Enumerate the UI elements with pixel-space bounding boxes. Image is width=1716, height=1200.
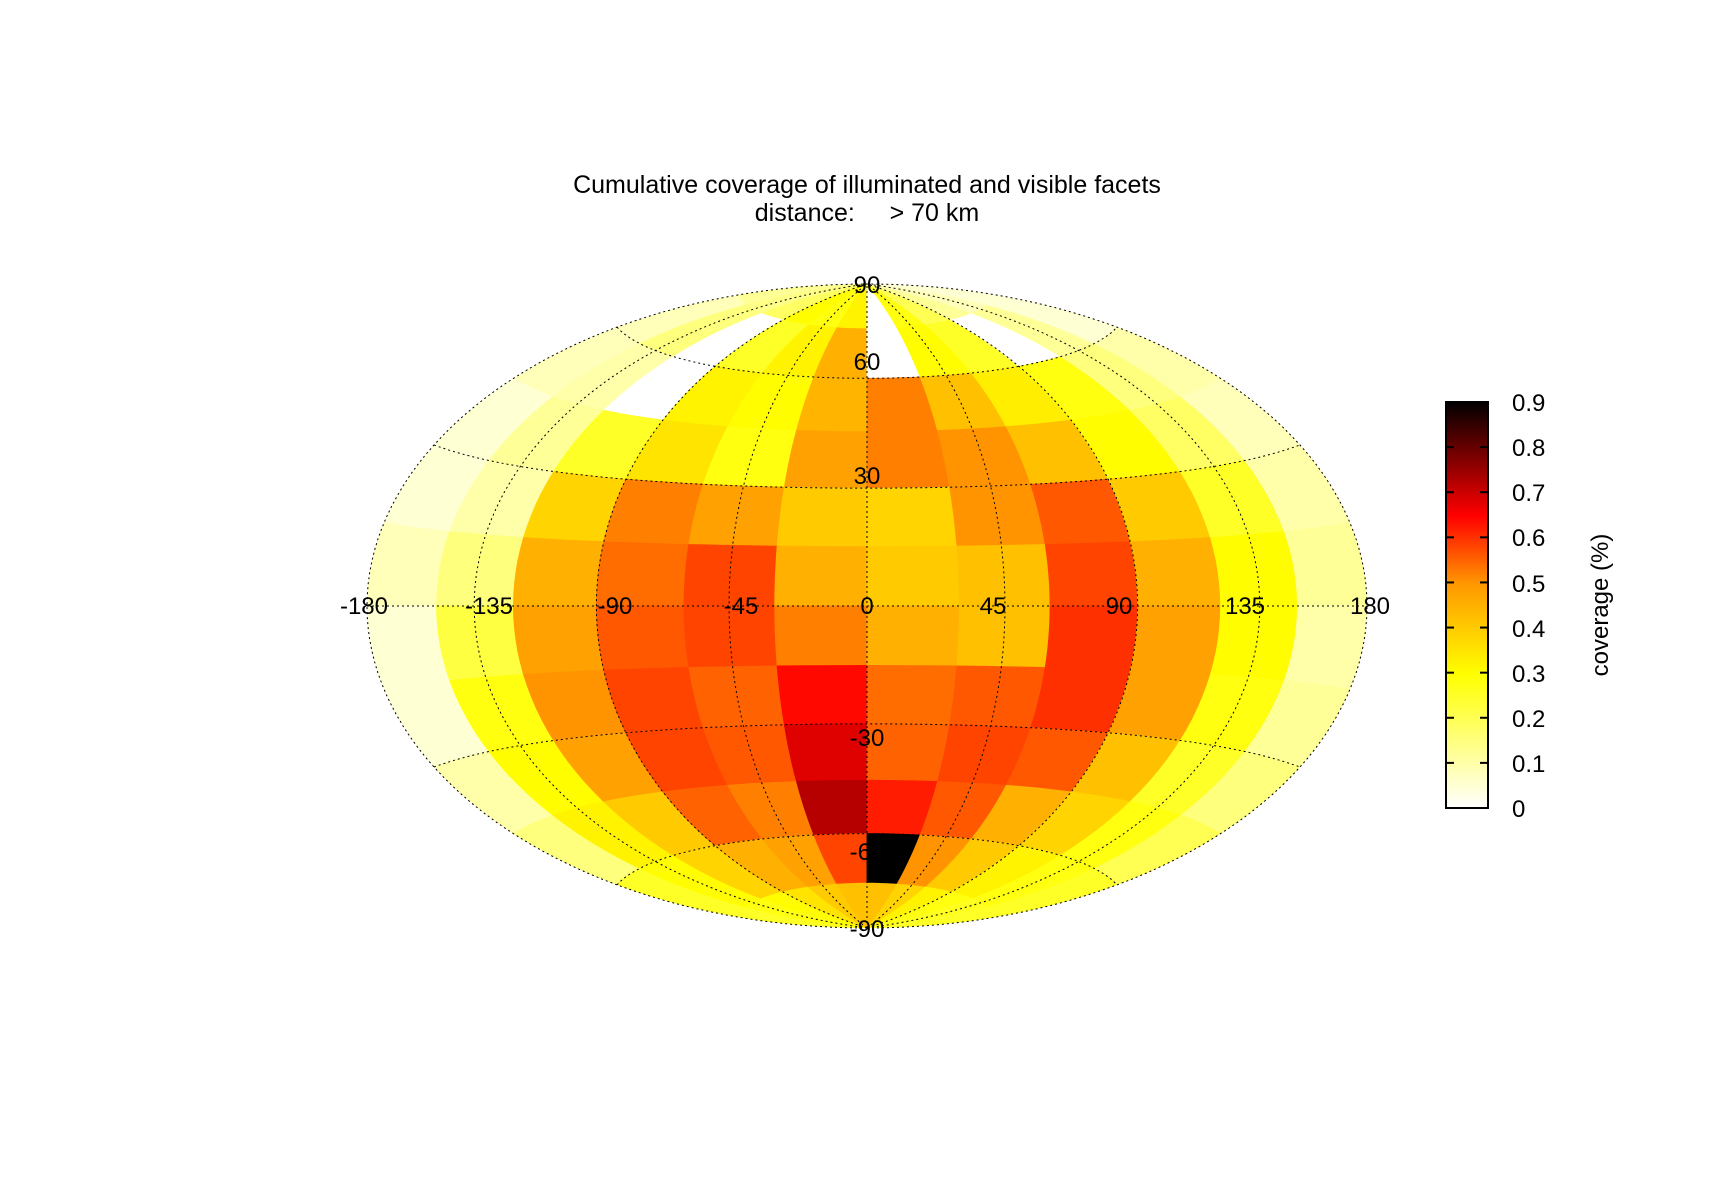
- colorbar-tick-label: 0.4: [1512, 616, 1545, 643]
- parallel-line: [433, 444, 1301, 489]
- colorbar-tick-label: 0.5: [1512, 571, 1545, 598]
- parallel-line: [616, 833, 1118, 886]
- heatmap-cell: [1129, 537, 1222, 607]
- graticule-grid: [366, 283, 1368, 929]
- lon-tick-label: -90: [598, 593, 633, 620]
- colorbar: 0 0.1 0.2 0.3 0.4 0.5 0.6 0.7 0.8 0.9 co…: [1445, 390, 1614, 823]
- chart-title-line2: distance: > 70 km: [755, 199, 979, 227]
- latitude-tick-labels: 90 60 30 -30 -60 -90: [850, 272, 885, 943]
- lat-tick-label: -90: [850, 916, 885, 943]
- heatmap-cell: [512, 605, 605, 675]
- heatmap-cell: [1129, 605, 1222, 675]
- colorbar-tick-labels: 0 0.1 0.2 0.3 0.4 0.5 0.6 0.7 0.8 0.9: [1512, 390, 1545, 823]
- meridian-line: [866, 283, 1368, 929]
- heatmap-cell: [776, 664, 868, 726]
- heatmap-cell: [688, 483, 785, 547]
- heatmap-cell: [866, 545, 960, 607]
- colorbar-tick-label: 0.8: [1512, 435, 1545, 462]
- lon-tick-label: 90: [1106, 593, 1133, 620]
- colorbar-label: coverage (%): [1587, 534, 1614, 677]
- meridian-line: [866, 283, 1261, 929]
- meridian-line: [866, 283, 1006, 929]
- colorbar-tick-label: 0: [1512, 796, 1525, 823]
- lon-tick-label: 135: [1225, 593, 1265, 620]
- heatmap-cell: [866, 664, 958, 726]
- lat-tick-label: -60: [850, 839, 885, 866]
- heatmap-cell: [866, 605, 960, 667]
- lon-tick-label: -135: [465, 593, 513, 620]
- lon-tick-label: 180: [1350, 593, 1390, 620]
- colorbar-tick-label: 0.2: [1512, 706, 1545, 733]
- chart-title-line1: Cumulative coverage of illuminated and v…: [573, 171, 1161, 199]
- colorbar-gradient: [1445, 401, 1489, 809]
- parallel-line: [616, 326, 1118, 379]
- colorbar-ticks: [1446, 401, 1488, 809]
- heatmap-cell: [1283, 522, 1367, 607]
- parallel-line: [433, 723, 1301, 768]
- colorbar-tick-label: 0.3: [1512, 661, 1545, 688]
- lon-tick-label: -180: [340, 593, 388, 620]
- colorbar-tick-label: 0.6: [1512, 525, 1545, 552]
- lon-tick-label: 45: [980, 593, 1007, 620]
- colorbar-tick-label: 0.1: [1512, 751, 1545, 778]
- heatmap-cells: [367, 284, 1367, 928]
- heatmap-cell: [949, 665, 1046, 729]
- lat-tick-label: 60: [854, 349, 881, 376]
- heatmap-cell: [866, 486, 958, 548]
- meridian-line: [595, 283, 868, 929]
- heatmap-cell: [776, 486, 868, 548]
- lon-tick-label: 0: [860, 593, 873, 620]
- heatmap-cell: [949, 483, 1046, 547]
- heatmap-cell: [512, 537, 605, 607]
- lon-tick-label: -45: [724, 593, 759, 620]
- colorbar-tick-label: 0.7: [1512, 480, 1545, 507]
- longitude-tick-labels: -180 -135 -90 -45 0 45 90 135 180: [340, 593, 1390, 620]
- lat-tick-label: 90: [854, 272, 881, 299]
- heatmap-cell: [774, 545, 868, 607]
- heatmap-cell: [774, 605, 868, 667]
- colorbar-tick-label: 0.9: [1512, 390, 1545, 417]
- lat-tick-label: -30: [850, 725, 885, 752]
- lat-tick-label: 30: [854, 463, 881, 490]
- heatmap-cell: [688, 665, 785, 729]
